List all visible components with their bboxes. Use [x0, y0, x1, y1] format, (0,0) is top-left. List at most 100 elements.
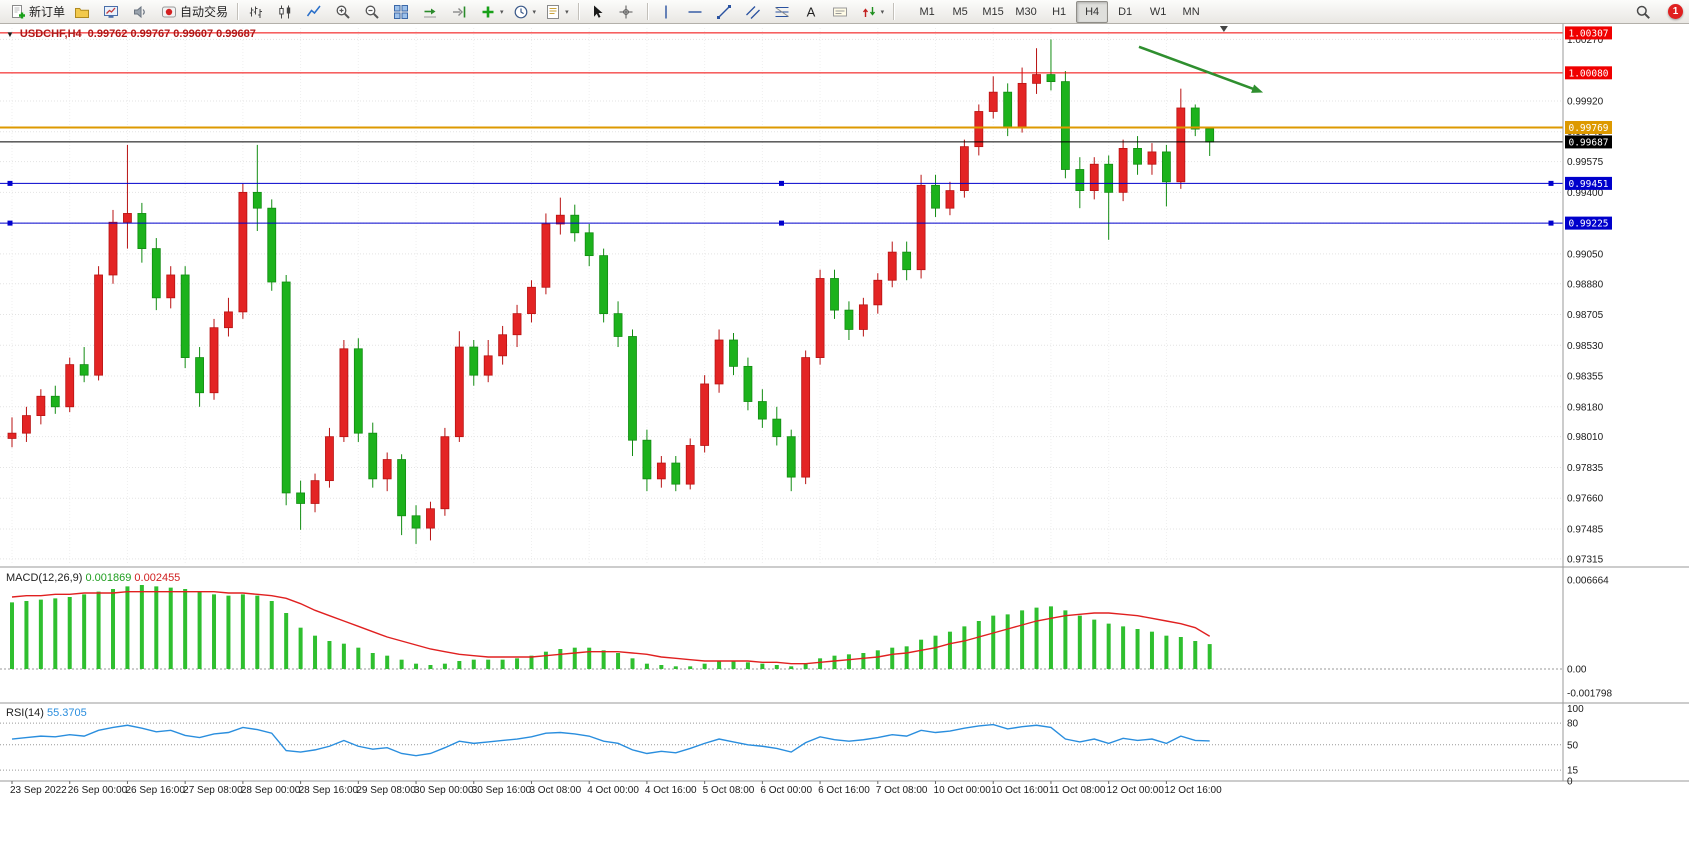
candle	[887, 241, 897, 288]
timeframe-d1-button[interactable]: D1	[1118, 5, 1133, 18]
candles-layer	[7, 39, 1215, 544]
macd-axis-label: -0.001798	[1567, 688, 1612, 699]
timeframe-mn-button[interactable]: MN	[1182, 5, 1200, 18]
zoom-in-button[interactable]	[331, 1, 359, 23]
autotrading-button[interactable]: 自动交易	[157, 1, 232, 23]
candle	[628, 329, 637, 457]
chart-window[interactable]: 1.002700.999200.997450.995750.994000.992…	[0, 24, 1689, 861]
line-handle[interactable]	[7, 220, 13, 226]
fibonacci-button[interactable]	[770, 1, 798, 23]
channel-button[interactable]	[741, 1, 769, 23]
templates-button[interactable]: ▾	[541, 1, 573, 23]
time-axis-label: 4 Oct 16:00	[645, 785, 697, 796]
macd-signal-line	[11, 590, 1211, 665]
tile-icon	[393, 4, 409, 20]
candlestick-chart-button[interactable]	[273, 1, 301, 23]
timeframe-m5-button[interactable]: M5	[952, 5, 968, 18]
search-icon	[1635, 4, 1651, 20]
candle	[498, 325, 508, 365]
horizontal-line-0.99225[interactable]: 0.99225	[0, 216, 1612, 230]
candle	[555, 197, 565, 235]
candle	[310, 473, 320, 513]
candle	[743, 357, 753, 411]
candle	[426, 501, 435, 541]
horizontal-line-button[interactable]	[683, 1, 711, 23]
horizontal-line-0.99687[interactable]: 0.99687	[0, 135, 1612, 149]
candle	[22, 406, 31, 442]
time-axis-label: 10 Oct 00:00	[934, 785, 992, 796]
line-handle[interactable]	[7, 180, 13, 186]
trendline-button[interactable]	[712, 1, 740, 23]
price-axis-label: 0.98355	[1567, 372, 1604, 383]
dropdown-caret-icon: ▾	[565, 8, 569, 16]
chart-shift-button[interactable]	[447, 1, 475, 23]
price-axis-label: 0.99920	[1567, 96, 1604, 107]
candle	[988, 76, 998, 119]
market-watch-button[interactable]	[99, 1, 127, 23]
timeframe-h4-button[interactable]: H4	[1076, 0, 1109, 23]
candle	[195, 347, 204, 407]
periods-button[interactable]: ▾	[509, 1, 541, 23]
horizontal-line-0.99769[interactable]: 0.99769	[0, 120, 1612, 134]
crosshair-button[interactable]	[614, 1, 642, 23]
timeframe-w1-button[interactable]: W1	[1149, 5, 1167, 18]
text-button[interactable]: A	[799, 1, 827, 23]
timeframe-m15-button[interactable]: M15	[982, 5, 1004, 18]
notification-badge[interactable]: 1	[1668, 4, 1683, 19]
indicators-button[interactable]: ▾	[476, 1, 508, 23]
candle	[757, 389, 767, 428]
candle	[541, 213, 551, 295]
arrows-button[interactable]: ▾	[857, 1, 889, 23]
price-axis-label: 0.98705	[1567, 310, 1604, 321]
line-handle[interactable]	[1548, 180, 1554, 186]
line-chart-button[interactable]	[302, 1, 330, 23]
candle	[1190, 104, 1200, 137]
chart-shift-marker[interactable]	[1219, 26, 1228, 32]
hline-icon	[687, 4, 703, 20]
horizontal-line-1.00080[interactable]: 1.00080	[0, 66, 1612, 80]
candle	[252, 144, 262, 232]
time-axis-label: 6 Oct 00:00	[760, 785, 812, 796]
charts-profile-button[interactable]	[70, 1, 98, 23]
price-badge	[1565, 26, 1612, 40]
candle	[584, 223, 594, 267]
rsi-line	[11, 723, 1210, 757]
new-order-button[interactable]: 新订单	[6, 1, 69, 23]
search-button[interactable]	[1631, 1, 1659, 23]
price-axis-label: 0.97485	[1567, 524, 1604, 535]
candle	[1046, 39, 1056, 91]
price-axis-label: 1.00270	[1567, 35, 1604, 46]
candle	[916, 174, 926, 279]
line-handle[interactable]	[779, 180, 784, 186]
arrows-icon	[861, 4, 877, 20]
price-axis-label: 0.97835	[1567, 463, 1604, 474]
line-handle[interactable]	[1548, 220, 1554, 226]
timeframe-m1-button[interactable]: M1	[919, 5, 935, 18]
candle	[974, 104, 984, 156]
line-handle[interactable]	[779, 220, 784, 226]
bar-chart-button[interactable]	[244, 1, 272, 23]
trend-arrow-annotation[interactable]	[1138, 45, 1264, 93]
rsi-label: RSI(14) 55.3705	[6, 707, 87, 719]
horizontal-line-0.99451[interactable]: 0.99451	[0, 176, 1612, 190]
candle	[599, 248, 609, 323]
candle	[931, 174, 940, 217]
time-axis-label: 6 Oct 16:00	[818, 785, 870, 796]
time-axis-label: 12 Oct 16:00	[1164, 785, 1222, 796]
candle	[382, 452, 392, 492]
indicator-plus-icon	[480, 4, 496, 20]
tile-windows-button[interactable]	[389, 1, 417, 23]
timeframe-m30-button[interactable]: M30	[1015, 5, 1037, 18]
chart-canvas[interactable]: 1.002700.999200.997450.995750.994000.992…	[0, 24, 1689, 861]
linechart-icon	[306, 4, 322, 20]
auto-scroll-button[interactable]	[418, 1, 446, 23]
timeframe-h1-button[interactable]: H1	[1052, 5, 1067, 18]
horizontal-line-1.00307[interactable]: 1.00307	[0, 26, 1612, 40]
text-label-button[interactable]	[828, 1, 856, 23]
vertical-line-button[interactable]	[654, 1, 682, 23]
sound-alert-button[interactable]	[128, 1, 156, 23]
zoom-out-button[interactable]	[360, 1, 388, 23]
label-icon	[832, 4, 848, 20]
cursor-button[interactable]	[585, 1, 613, 23]
